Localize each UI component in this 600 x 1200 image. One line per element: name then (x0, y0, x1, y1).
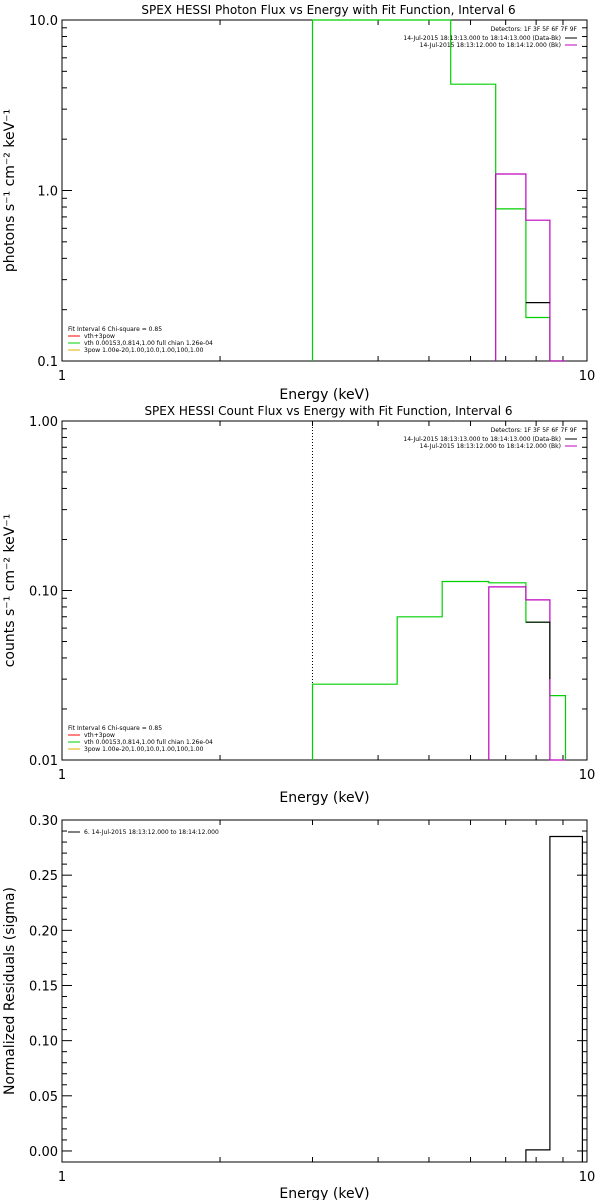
x-tick-label: 10 (579, 369, 596, 384)
legend-fit-header: Fit Interval 6 Chi-square = 0.85 (68, 326, 162, 333)
y-tick-label: 10.0 (29, 14, 58, 29)
legend-entry-label: vth 0.00153,0.814,1.00 full chian 1.26e-… (84, 340, 213, 347)
data-series-3 (525, 621, 551, 680)
plot-frame (61, 420, 588, 761)
y-tick-label: 0.30 (29, 814, 58, 829)
data-series-2 (488, 586, 566, 761)
chart-panel-1: SPEX HESSI Photon Flux vs Energy with Fi… (2, 3, 595, 403)
x-tick-label: 10 (579, 1170, 596, 1185)
y-tick-label: 0.01 (29, 754, 58, 769)
legend-entry-label: 14-Jul-2015 18:13:12.000 to 18:14:12.000… (420, 443, 561, 450)
y-tick-label: 1.00 (29, 415, 58, 430)
x-axis-label: Energy (keV) (279, 1186, 369, 1200)
legend-detectors-header: Detectors: 1F 3F 5F 6F 7F 9F (491, 427, 578, 434)
legend-entry-label: vth+3pow (84, 333, 115, 340)
data-series-1 (525, 835, 584, 1162)
y-tick-label: 0.15 (29, 979, 58, 994)
legend-entry-label: 14-Jul-2015 18:13:12.000 to 18:14:12.000… (420, 42, 561, 49)
plot-frame (61, 819, 588, 1163)
data-series-2 (495, 173, 566, 362)
x-axis-label: Energy (keV) (279, 790, 369, 806)
x-tick-label: 1 (58, 768, 66, 783)
legend-entry-label: vth 0.00153,0.814,1.00 full chian 1.26e-… (84, 739, 213, 746)
legend-entry-label: 3pow 1.00e-20,1.00,10.0,1.00,100,1.00 (84, 746, 204, 753)
chart-panel-3: Energy (keV) Normalized Residuals (sigma)… (2, 814, 595, 1200)
legend-entry-label: 6. 14-Jul-2015 18:13:12.000 to 18:14:12.… (84, 829, 219, 836)
y-tick-label: 0.20 (29, 924, 58, 939)
y-axis-label: Normalized Residuals (sigma) (2, 887, 18, 1095)
chart-title: SPEX HESSI Photon Flux vs Energy with Fi… (141, 3, 515, 17)
y-tick-label: 0.05 (29, 1090, 58, 1105)
legend-detectors-header: Detectors: 1F 3F 5F 6F 7F 9F (491, 26, 578, 33)
legend-entry-label: 14-Jul-2015 18:13:13.000 to 18:14:13.000… (403, 436, 561, 443)
x-axis-label: Energy (keV) (279, 387, 369, 403)
legend-entry-label: 3pow 1.00e-20,1.00,10.0,1.00,100,1.00 (84, 347, 204, 354)
y-axis-label: photons s⁻¹ cm⁻² keV⁻¹ (2, 109, 18, 272)
chart-panel-2: SPEX HESSI Count Flux vs Energy with Fit… (2, 404, 595, 806)
y-tick-label: 0.00 (29, 1145, 58, 1160)
y-tick-label: 1.0 (37, 185, 58, 200)
y-tick-label: 0.10 (29, 585, 58, 600)
legend-entry-label: vth+3pow (84, 732, 115, 739)
y-tick-label: 0.1 (37, 355, 58, 370)
legend-entry-label: 14-Jul-2015 18:13:13.000 to 18:14:13.000… (403, 35, 561, 42)
y-tick-label: 0.10 (29, 1035, 58, 1050)
data-series-1 (311, 19, 566, 362)
data-series-1 (311, 580, 567, 760)
plot-frame (61, 19, 588, 362)
x-tick-label: 1 (58, 1170, 66, 1185)
x-tick-label: 1 (58, 369, 66, 384)
y-axis-label: counts s⁻¹ cm⁻² keV⁻¹ (2, 514, 18, 668)
chart-title: SPEX HESSI Count Flux vs Energy with Fit… (144, 404, 512, 418)
y-tick-label: 0.25 (29, 869, 58, 884)
x-tick-label: 10 (579, 768, 596, 783)
legend-fit-header: Fit Interval 6 Chi-square = 0.85 (68, 725, 162, 732)
